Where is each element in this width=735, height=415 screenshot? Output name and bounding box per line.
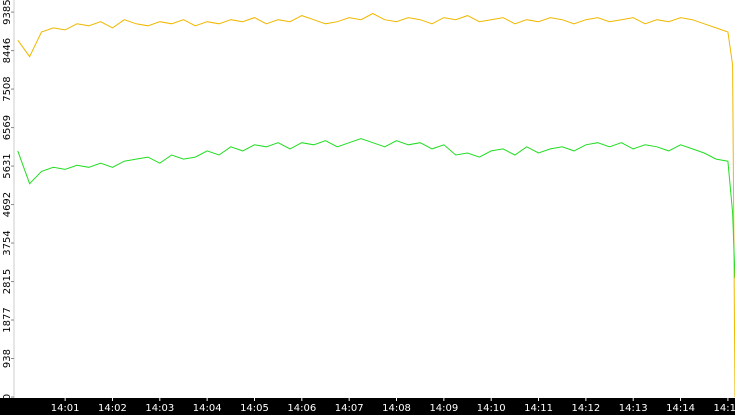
y-tick-label: 6569 [2,115,13,140]
y-tick-label: 3754 [2,230,13,255]
x-tick-label: 14:11 [524,403,553,414]
y-tick-label: 5631 [2,153,13,178]
y-tick-label: 8446 [2,38,13,63]
x-tick-label: 14:02 [98,403,127,414]
x-tick-label: 14:13 [619,403,648,414]
x-tick-label: 14:12 [571,403,600,414]
x-tick-label: 14:14 [666,403,695,414]
x-tick-label: 14:06 [287,403,316,414]
y-tick-label: 938 [2,349,13,368]
x-tick-label: 14:10 [477,403,506,414]
y-tick-label: 7508 [2,76,13,101]
x-axis-bar [0,398,735,415]
x-tick-label: 14:01 [51,403,80,414]
x-tick-label: 14:15 [713,403,735,414]
y-tick-label: 9385 [2,0,13,25]
x-tick-label: 14:04 [193,403,222,414]
x-tick-label: 14:09 [429,403,458,414]
y-tick-label: 2815 [2,269,13,294]
y-tick-label: 4692 [2,192,13,217]
y-tick-label: 0 [2,394,13,400]
y-tick-label: 1877 [2,307,13,332]
x-tick-label: 14:07 [335,403,364,414]
series-line [17,12,735,398]
x-tick-label: 14:05 [240,403,269,414]
x-tick-label: 14:08 [382,403,411,414]
x-tick-label: 14:03 [145,403,174,414]
series-line [17,138,735,279]
